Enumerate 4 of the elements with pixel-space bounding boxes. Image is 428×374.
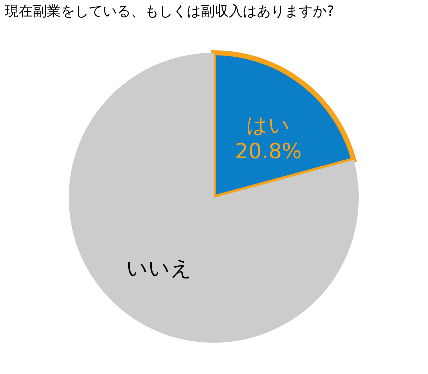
chart-title: 現在副業をしている、もしくは副収入はありますか? — [5, 4, 334, 20]
data-label: 20.8% — [235, 140, 302, 164]
slice-label: はい — [246, 114, 291, 138]
slice-label: いいえ — [126, 256, 192, 280]
